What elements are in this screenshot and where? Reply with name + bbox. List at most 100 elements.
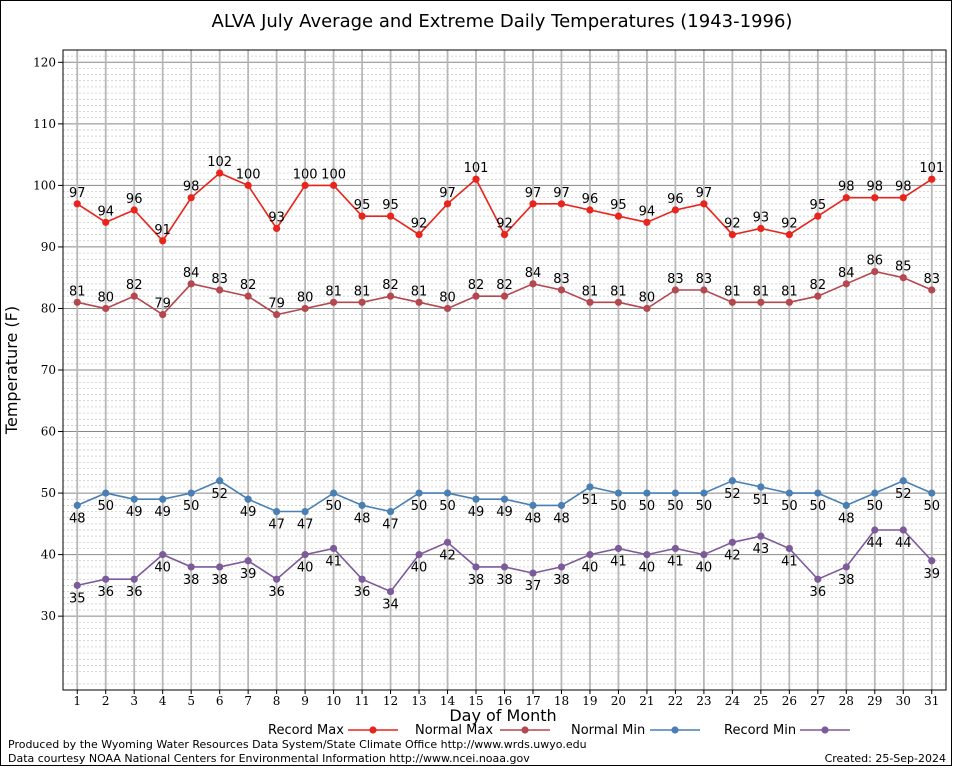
- record-min-point: [102, 575, 110, 583]
- normal-min-point: [728, 477, 736, 485]
- record-max-data-label: 101: [464, 161, 489, 176]
- normal-min-point: [814, 489, 822, 497]
- record-min-data-label: 40: [696, 561, 713, 576]
- normal-max-point: [557, 286, 566, 294]
- record-max-point: [472, 175, 480, 183]
- normal-max-data-label: 84: [838, 266, 855, 281]
- record-max-point: [443, 200, 452, 208]
- y-tick-label: 70: [41, 363, 56, 377]
- record-min-point: [472, 563, 480, 571]
- record-max-point: [529, 200, 537, 208]
- normal-max-point: [671, 286, 680, 294]
- chart-title: ALVA July Average and Extreme Daily Temp…: [212, 11, 793, 32]
- record-max-point: [301, 181, 309, 189]
- series-record-min: 35 36 36 40 38 38 39 36 40 41 36 34 40 42 38 38 37 38 40 41…: [69, 526, 940, 613]
- normal-min-data-label: 50: [439, 499, 456, 514]
- normal-max-data-label: 83: [923, 272, 940, 287]
- record-min-point: [273, 575, 281, 583]
- record-max-data-label: 98: [867, 180, 884, 195]
- normal-max-data-label: 82: [810, 278, 827, 293]
- record-max-data-label: 92: [781, 217, 798, 232]
- normal-min-data-label: 47: [382, 518, 399, 533]
- x-tick-label: 18: [554, 694, 569, 708]
- normal-min-point: [557, 501, 566, 509]
- record-max-data-label: 98: [183, 180, 200, 195]
- normal-max-data-label: 79: [154, 297, 171, 312]
- normal-max-point: [728, 298, 736, 306]
- record-min-point: [244, 557, 252, 565]
- normal-max-point: [700, 286, 708, 294]
- normal-max-data-label: 85: [895, 260, 912, 275]
- footer-created-date: Created: 25-Sep-2024: [824, 752, 946, 765]
- legend-label: Record Max: [268, 723, 344, 738]
- record-min-point: [700, 551, 708, 559]
- x-tick-label: 23: [696, 694, 711, 708]
- record-min-point: [415, 551, 423, 559]
- normal-min-data-label: 51: [582, 493, 599, 508]
- normal-max-data-label: 84: [525, 266, 542, 281]
- y-tick-label: 100: [33, 178, 56, 192]
- normal-min-point: [273, 507, 281, 516]
- normal-max-point: [386, 292, 395, 300]
- record-max-point: [73, 200, 81, 208]
- record-min-data-label: 39: [240, 567, 257, 582]
- normal-max-data-label: 79: [268, 297, 285, 312]
- record-min-data-label: 43: [753, 542, 770, 557]
- normal-max-point: [73, 298, 81, 306]
- x-tick-label: 30: [896, 694, 911, 708]
- x-tick-label: 27: [810, 694, 825, 708]
- record-min-data-label: 35: [69, 591, 86, 606]
- normal-min-point: [586, 483, 594, 491]
- legend-label: Normal Min: [571, 723, 645, 738]
- y-tick-label: 80: [41, 301, 56, 315]
- record-max-point: [871, 194, 879, 202]
- normal-max-point: [443, 304, 452, 313]
- record-max-point: [671, 206, 680, 214]
- record-max-data-label: 101: [919, 161, 944, 176]
- footer-produced-by: Produced by the Wyoming Water Resources …: [8, 738, 587, 751]
- x-tick-label: 15: [468, 694, 483, 708]
- normal-max-point: [586, 298, 594, 306]
- x-tick-label: 11: [354, 694, 369, 708]
- record-min-data-label: 36: [810, 585, 827, 600]
- record-max-data-label: 96: [582, 192, 599, 207]
- normal-min-data-label: 48: [525, 511, 542, 526]
- y-tick-label: 50: [41, 486, 56, 500]
- record-max-point: [358, 212, 366, 220]
- legend-label: Record Min: [724, 723, 796, 738]
- x-tick-label: 28: [839, 694, 854, 708]
- normal-max-point: [415, 298, 423, 306]
- normal-min-point: [700, 489, 708, 497]
- x-tick-label: 2: [102, 694, 110, 708]
- series-normal-min: 48 50 49 49 50 52 49 47 47 50 48 47 50 50 49 49 48 48 51 50…: [69, 477, 940, 533]
- record-min-data-label: 38: [211, 573, 228, 588]
- normal-max-data-label: 83: [211, 272, 228, 287]
- record-max-point: [643, 218, 651, 226]
- normal-min-data-label: 48: [553, 511, 570, 526]
- record-min-data-label: 42: [724, 548, 741, 563]
- legend-item-record-min: Record Min: [724, 723, 850, 738]
- normal-max-data-label: 82: [382, 278, 399, 293]
- normal-max-point: [643, 304, 651, 313]
- record-max-data-label: 94: [639, 204, 656, 219]
- record-max-data-label: 96: [126, 192, 143, 207]
- record-min-data-label: 38: [496, 573, 513, 588]
- normal-min-point: [928, 489, 936, 497]
- x-tick-label: 19: [582, 694, 597, 708]
- record-max-data-label: 92: [724, 217, 741, 232]
- normal-max-data-label: 83: [553, 272, 570, 287]
- normal-min-data-label: 50: [667, 499, 684, 514]
- record-min-data-label: 37: [525, 579, 542, 594]
- record-max-data-label: 96: [667, 192, 684, 207]
- y-tick-label: 30: [41, 609, 56, 623]
- record-max-data-label: 92: [496, 217, 513, 232]
- record-min-point: [329, 544, 338, 553]
- record-max-point: [244, 181, 252, 189]
- normal-max-data-label: 81: [411, 284, 428, 299]
- y-tick-label: 120: [33, 55, 56, 69]
- record-min-data-label: 38: [553, 573, 570, 588]
- record-max-data-label: 97: [439, 186, 456, 201]
- normal-min-point: [472, 495, 480, 503]
